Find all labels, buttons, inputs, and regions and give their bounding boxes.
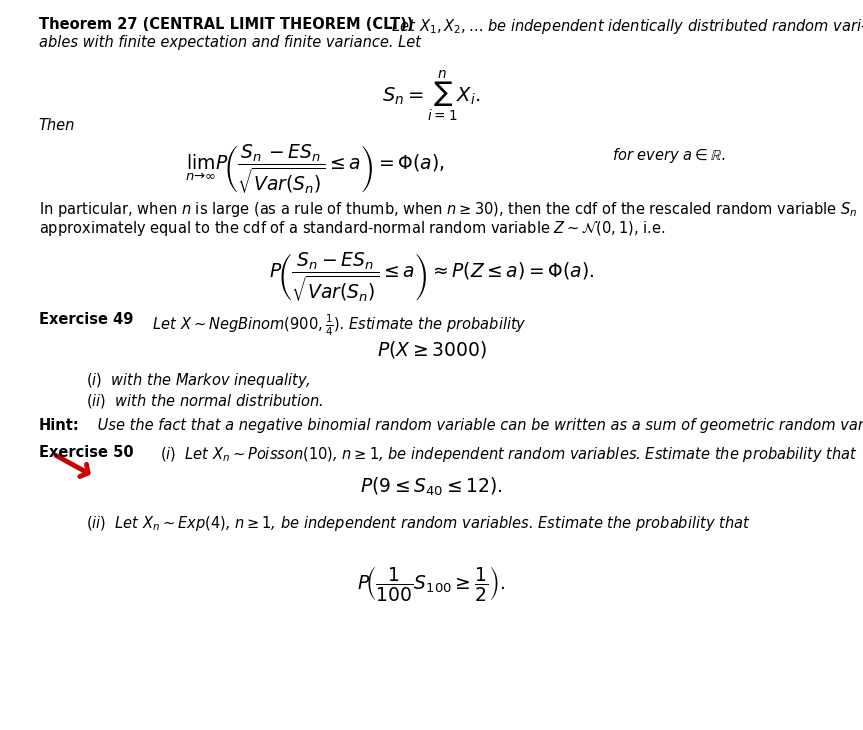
Text: Use the fact that a negative binomial random variable can be written as a sum of: Use the fact that a negative binomial ra…	[93, 418, 863, 433]
Text: $(i)$  Let $X_n \sim Poisson(10)$, $n \geq 1$, be independent random variables. : $(i)$ Let $X_n \sim Poisson(10)$, $n \ge…	[160, 445, 858, 464]
Text: $S_n = \sum_{i=1}^{n} X_i.$: $S_n = \sum_{i=1}^{n} X_i.$	[382, 69, 481, 124]
Text: for every $a \in \mathbb{R}.$: for every $a \in \mathbb{R}.$	[612, 146, 726, 165]
Text: ables with finite expectation and finite variance. Let: ables with finite expectation and finite…	[39, 35, 421, 50]
Text: Exercise 49: Exercise 49	[39, 312, 133, 328]
Text: $P\!\left(\dfrac{S_n - ES_n}{\sqrt{Var(S_n)}} \leq a\right) \approx P(Z \leq a) : $P\!\left(\dfrac{S_n - ES_n}{\sqrt{Var(S…	[268, 250, 595, 304]
Text: $(ii)$  Let $X_n \sim Exp(4)$, $n \geq 1$, be independent random variables. Esti: $(ii)$ Let $X_n \sim Exp(4)$, $n \geq 1$…	[86, 514, 751, 533]
Text: Let $X \sim NegBinom(900, \frac{1}{4})$. Estimate the probability: Let $X \sim NegBinom(900, \frac{1}{4})$.…	[148, 312, 527, 338]
Text: Hint:: Hint:	[39, 418, 79, 433]
Text: approximately equal to the cdf of a standard-normal random variable $Z \sim \mat: approximately equal to the cdf of a stan…	[39, 219, 665, 238]
Text: In particular, when $n$ is large (as a rule of thumb, when $n \geq 30$), then th: In particular, when $n$ is large (as a r…	[39, 200, 863, 219]
Text: $P(X \geq 3000)$: $P(X \geq 3000)$	[376, 339, 487, 361]
Text: $(i)$  with the Markov inequality,: $(i)$ with the Markov inequality,	[86, 371, 311, 390]
Text: $P\!\left(\dfrac{1}{100} S_{100} \geq \dfrac{1}{2}\right).$: $P\!\left(\dfrac{1}{100} S_{100} \geq \d…	[357, 564, 506, 602]
Text: $P(9 \leq S_{40} \leq 12).$: $P(9 \leq S_{40} \leq 12).$	[360, 476, 503, 499]
Text: Exercise 50: Exercise 50	[39, 445, 134, 461]
Text: $\lim_{n\to\infty} P\!\left(\dfrac{S_n - ES_n}{\sqrt{Var(S_n)}} \leq a\right) = : $\lim_{n\to\infty} P\!\left(\dfrac{S_n -…	[186, 142, 444, 196]
Text: Theorem 27 (CENTRAL LIMIT THEOREM (CLT)): Theorem 27 (CENTRAL LIMIT THEOREM (CLT))	[39, 17, 413, 32]
Text: $(ii)$  with the normal distribution.: $(ii)$ with the normal distribution.	[86, 392, 324, 410]
Text: Then: Then	[39, 118, 75, 134]
Text: Let $X_1, X_2, \ldots$ be independent identically distributed random vari-: Let $X_1, X_2, \ldots$ be independent id…	[387, 17, 863, 36]
